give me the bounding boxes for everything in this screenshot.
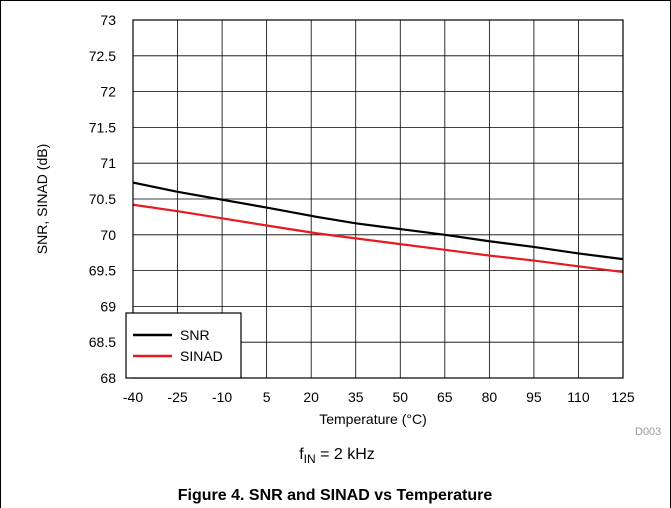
y-tick-label-7: 71.5: [89, 119, 116, 135]
y-tick-label-5: 70.5: [89, 191, 116, 207]
legend-label-sinad: SINAD: [180, 348, 223, 364]
y-tick-label-4: 70: [100, 227, 116, 243]
y-axis-title: SNR, SINAD (dB): [34, 144, 50, 254]
x-tick-label-6: 50: [392, 389, 408, 405]
x-tick-label-0: -40: [123, 389, 143, 405]
y-tick-label-0: 68: [100, 370, 116, 386]
y-tick-label-2: 69: [100, 298, 116, 314]
x-tick-label-1: -25: [167, 389, 187, 405]
x-tick-labels: -40 -25 -10 5 20 35 50 65 80 95 110 125: [123, 389, 635, 405]
y-tick-labels: 68 68.5 69 69.5 70 70.5 71 71.5 72 72.5 73: [89, 12, 116, 386]
legend-label-snr: SNR: [180, 327, 210, 343]
grid-lines: [132, 19, 624, 379]
x-tick-label-11: 125: [611, 389, 635, 405]
x-tick-label-5: 35: [348, 389, 364, 405]
y-tick-label-6: 71: [100, 155, 116, 171]
condition-subscript: IN: [304, 452, 316, 466]
condition-main: f: [299, 446, 304, 463]
x-tick-label-3: 5: [263, 389, 271, 405]
y-tick-label-1: 68.5: [89, 334, 116, 350]
condition-rest: = 2 kHz: [316, 446, 375, 463]
figure-caption: Figure 4. SNR and SINAD vs Temperature: [178, 487, 493, 504]
x-tick-label-7: 65: [437, 389, 453, 405]
series-line-snr: [132, 181, 624, 261]
condition-annotation: fIN = 2 kHz: [299, 446, 375, 466]
y-tick-label-10: 73: [100, 12, 116, 28]
y-tick-label-9: 72.5: [89, 48, 116, 64]
y-tick-label-3: 69.5: [89, 263, 116, 279]
x-tick-label-10: 110: [567, 389, 590, 405]
y-tick-label-8: 72: [100, 84, 116, 100]
series-lines: [132, 181, 624, 274]
x-tick-label-2: -10: [212, 389, 232, 405]
series-line-sinad: [132, 203, 624, 274]
x-tick-label-4: 20: [303, 389, 319, 405]
plot-area-border: [132, 19, 624, 379]
figure-code-label: D003: [635, 426, 661, 438]
x-axis-title: Temperature (°C): [319, 411, 427, 427]
legend-box: [125, 312, 242, 379]
x-tick-label-9: 95: [526, 389, 542, 405]
legend: SNR SINAD: [125, 312, 242, 379]
x-tick-label-8: 80: [482, 389, 498, 405]
